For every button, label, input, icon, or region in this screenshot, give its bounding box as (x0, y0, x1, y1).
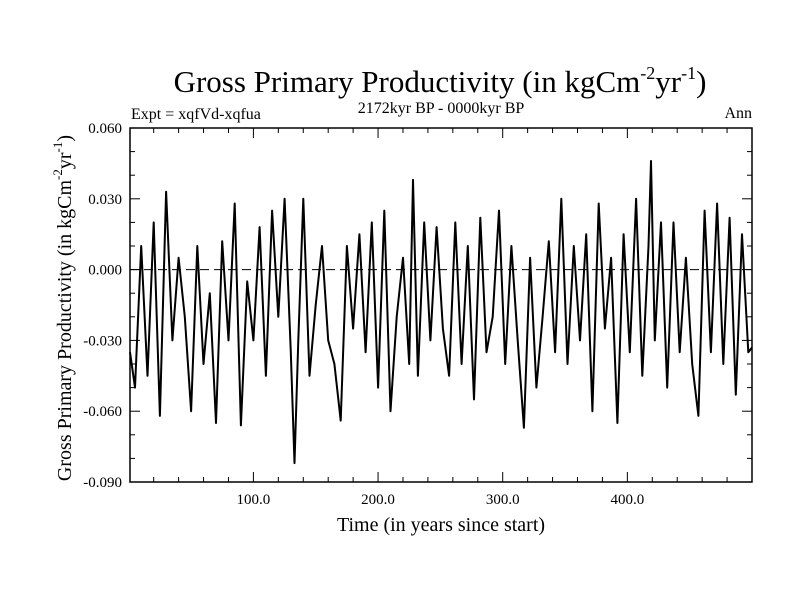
experiment-label: Expt = xqfVd-xqfua (131, 106, 261, 123)
chart-subtitle: 2172kyr BP - 0000kyr BP (358, 100, 525, 117)
x-axis-label: Time (in years since start) (337, 514, 545, 536)
y-tick-label: -0.060 (83, 404, 122, 420)
series-line-gpp (129, 160, 753, 465)
plot-frame (129, 127, 753, 483)
x-tick-label: 300.0 (486, 492, 520, 508)
x-tick-label: 200.0 (361, 492, 395, 508)
y-tick-label: 0.060 (88, 121, 122, 137)
y-tick-label: -0.030 (83, 333, 122, 349)
season-label: Ann (724, 105, 752, 122)
y-axis-label: Gross Primary Productivity (in kgCm-2yr-… (50, 135, 76, 481)
y-tick-label: -0.090 (83, 475, 122, 491)
chart-title: Gross Primary Productivity (in kgCm-2yr-… (174, 63, 707, 99)
x-tick-label: 100.0 (237, 492, 271, 508)
y-tick-label: 0.000 (88, 263, 122, 279)
x-tick-label: 400.0 (610, 492, 644, 508)
y-tick-label: 0.030 (88, 192, 122, 208)
